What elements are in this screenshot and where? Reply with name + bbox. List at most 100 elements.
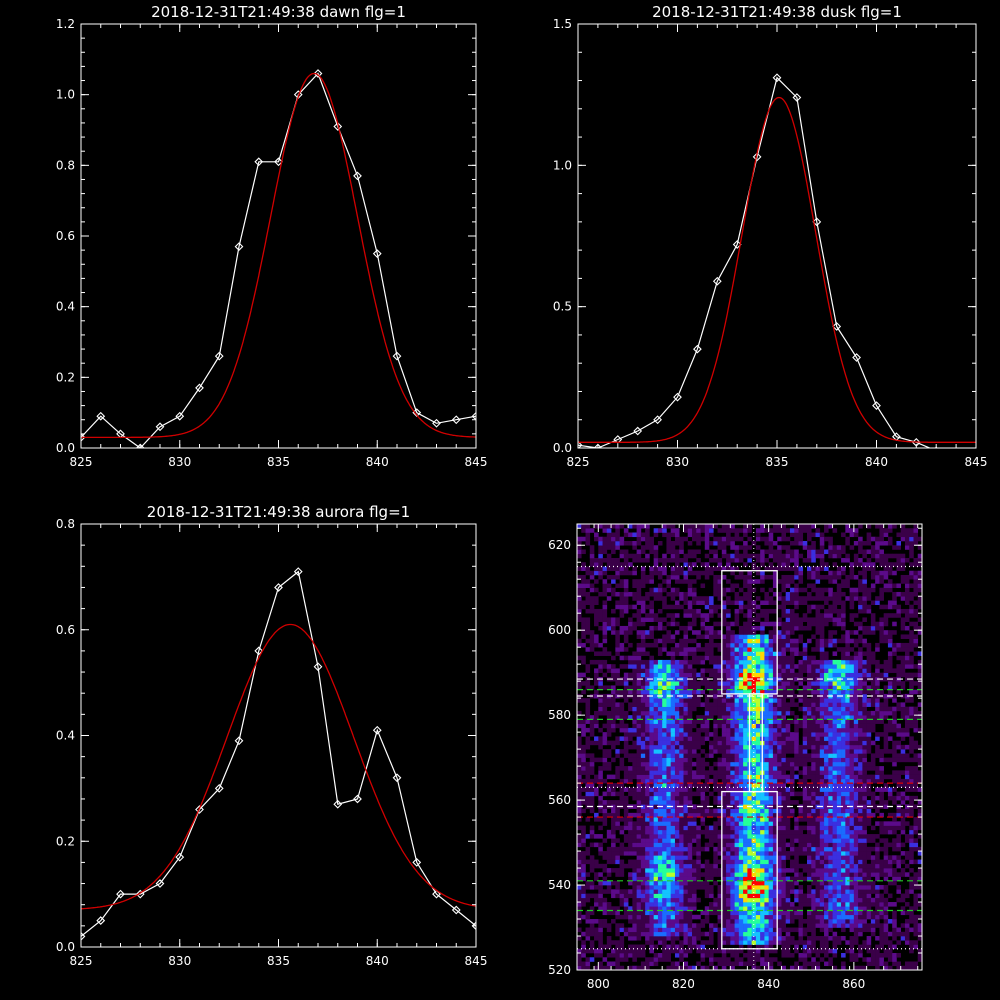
heatmap-cell xyxy=(811,842,816,848)
heatmap-cell xyxy=(768,825,774,831)
heatmap-cell xyxy=(904,715,910,720)
heatmap-cell xyxy=(849,749,855,754)
heatmap-cell xyxy=(649,710,654,716)
heatmap-cell xyxy=(828,791,833,797)
heatmap-cell xyxy=(789,791,795,797)
heatmap-cell xyxy=(777,812,782,818)
heatmap-cell xyxy=(777,821,782,826)
heatmap-cell xyxy=(892,910,897,916)
heatmap-cell xyxy=(896,795,901,801)
heatmap-cell xyxy=(585,957,591,962)
heatmap-cell xyxy=(726,702,731,707)
heatmap-cell xyxy=(811,914,816,920)
heatmap-cell xyxy=(900,842,906,848)
heatmap-cell xyxy=(824,868,829,873)
heatmap-cell xyxy=(734,880,740,886)
heatmap-cell xyxy=(696,681,701,686)
heatmap-cell xyxy=(789,868,795,873)
heatmap-cell xyxy=(619,723,625,729)
heatmap-cell xyxy=(632,744,637,750)
heatmap-cell xyxy=(807,685,812,690)
heatmap-cell xyxy=(581,868,586,873)
heatmap-cell xyxy=(853,659,859,665)
heatmap-cell xyxy=(798,783,804,788)
heatmap-cell xyxy=(585,698,591,703)
heatmap-cell xyxy=(696,846,701,852)
heatmap-cell xyxy=(828,817,833,822)
heatmap-cell xyxy=(730,838,735,843)
heatmap-cell xyxy=(692,693,697,699)
heatmap-cell xyxy=(594,902,599,907)
heatmap-cell xyxy=(862,685,867,690)
heatmap-cell xyxy=(815,914,821,920)
heatmap-cell xyxy=(807,808,812,814)
heatmap-cell xyxy=(674,923,680,928)
heatmap-cell xyxy=(794,753,799,758)
heatmap-cell xyxy=(666,825,671,831)
heatmap-cell xyxy=(755,821,761,826)
heatmap-cell xyxy=(828,948,833,954)
heatmap-cell xyxy=(619,702,625,707)
heatmap-cell xyxy=(789,689,795,695)
heatmap-cell xyxy=(640,851,646,856)
heatmap-cell xyxy=(649,923,654,928)
heatmap-cell xyxy=(777,914,782,920)
heatmap-cell xyxy=(768,851,774,856)
heatmap-cell xyxy=(594,723,599,729)
heatmap-cell xyxy=(628,715,633,720)
heatmap-cell xyxy=(577,863,582,869)
heatmap-cell xyxy=(755,885,761,890)
heatmap-cell xyxy=(640,719,646,724)
heatmap-cell xyxy=(832,753,838,758)
heatmap-cell xyxy=(853,931,859,937)
heatmap-cell xyxy=(819,800,825,805)
heatmap-cell xyxy=(798,664,804,669)
heatmap-cell xyxy=(824,893,829,899)
heatmap-cell xyxy=(913,778,919,784)
heatmap-cell xyxy=(798,910,804,916)
heatmap-cell xyxy=(615,931,620,937)
heatmap-cell xyxy=(628,851,633,856)
heatmap-cell xyxy=(883,668,889,673)
heatmap-cell xyxy=(692,880,697,886)
heatmap-cell xyxy=(802,795,808,801)
heatmap-cell xyxy=(913,706,919,712)
heatmap-cell xyxy=(747,936,752,941)
heatmap-cell xyxy=(785,906,791,911)
heatmap-cell xyxy=(862,910,867,916)
heatmap-cell xyxy=(628,787,633,792)
heatmap-cell xyxy=(683,965,689,970)
heatmap-cell xyxy=(581,808,586,814)
heatmap-cell xyxy=(674,872,680,877)
heatmap-cell xyxy=(853,766,859,771)
heatmap-cell xyxy=(832,783,838,788)
heatmap-cell xyxy=(849,655,855,661)
heatmap-cell xyxy=(862,859,867,865)
heatmap-cell xyxy=(849,863,855,869)
heatmap-cell xyxy=(879,812,884,818)
heatmap-cell xyxy=(577,791,582,797)
heatmap-cell xyxy=(853,868,859,873)
heatmap-cell xyxy=(760,812,765,818)
heatmap-cell xyxy=(623,897,629,903)
heatmap-cell xyxy=(679,702,684,707)
heatmap-cell xyxy=(670,761,676,767)
heatmap-cell xyxy=(653,838,659,843)
heatmap-cell xyxy=(845,902,850,907)
heatmap-cell xyxy=(640,876,646,882)
heatmap-cell xyxy=(632,944,637,950)
heatmap-cell xyxy=(836,897,842,903)
heatmap-cell xyxy=(666,685,671,690)
heatmap-cell xyxy=(709,838,714,843)
heatmap-cell xyxy=(687,795,693,801)
heatmap-cell xyxy=(730,727,735,733)
heatmap-cell xyxy=(679,766,684,771)
heatmap-cell xyxy=(726,753,731,758)
heatmap-cell xyxy=(815,936,821,941)
heatmap-cell xyxy=(730,851,735,856)
heatmap-cell xyxy=(619,859,625,865)
heatmap-cell xyxy=(875,910,880,916)
heatmap-cell xyxy=(819,851,825,856)
heatmap-cell xyxy=(674,740,680,746)
